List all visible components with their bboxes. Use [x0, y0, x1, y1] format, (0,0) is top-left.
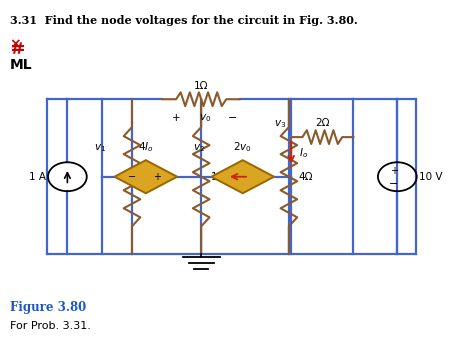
Text: ML: ML — [10, 58, 32, 72]
Text: 10 V: 10 V — [419, 172, 443, 182]
Text: −: − — [389, 178, 398, 189]
Text: −: − — [127, 172, 136, 182]
Text: −: − — [228, 113, 237, 123]
Text: $v_1$: $v_1$ — [93, 142, 106, 154]
Text: 2Ω: 2Ω — [315, 119, 330, 128]
Text: 1 A: 1 A — [28, 172, 46, 182]
Polygon shape — [212, 160, 274, 193]
Text: $I_o$: $I_o$ — [299, 146, 309, 160]
Polygon shape — [114, 160, 177, 193]
Text: ×̲: ×̲ — [10, 37, 21, 51]
Text: Figure 3.80: Figure 3.80 — [10, 301, 86, 314]
Text: $v_2$: $v_2$ — [193, 142, 205, 154]
Text: 4Ω: 4Ω — [298, 172, 312, 182]
Text: For Prob. 3.31.: For Prob. 3.31. — [10, 321, 91, 331]
Text: $4I_o$: $4I_o$ — [138, 140, 154, 154]
Text: $2v_0$: $2v_0$ — [234, 140, 252, 154]
Text: 3.31  Find the node voltages for the circuit in Fig. 3.80.: 3.31 Find the node voltages for the circ… — [10, 15, 357, 26]
Text: $v_0$: $v_0$ — [199, 112, 211, 124]
Text: 1Ω: 1Ω — [211, 172, 225, 182]
Text: +: + — [389, 166, 397, 176]
Text: 1Ω: 1Ω — [194, 80, 208, 91]
Text: +: + — [153, 172, 161, 182]
Text: +: + — [171, 113, 180, 123]
Text: 4Ω: 4Ω — [141, 172, 156, 182]
Text: $v_3$: $v_3$ — [275, 118, 287, 130]
